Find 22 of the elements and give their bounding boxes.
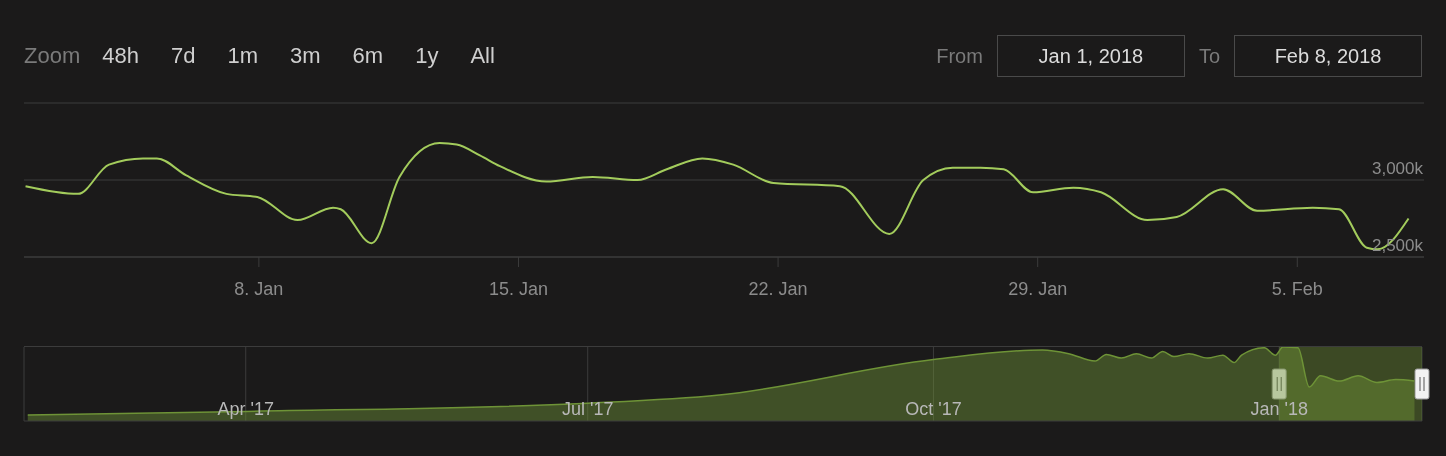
y-tick-label: 2,500k (1371, 236, 1424, 255)
text: Jan 1, 2018 (996, 35, 1185, 77)
text: 1y (415, 43, 439, 69)
text: 7d (170, 43, 196, 69)
x-tick-label: 29. Jan (1008, 279, 1068, 299)
x-tick-label: Oct '17 (905, 399, 962, 419)
text: 1m (227, 43, 259, 69)
text: 6m (352, 43, 384, 69)
text: From (936, 44, 983, 68)
text: 3m (290, 43, 321, 69)
x-tick-label: Jul '17 (561, 399, 614, 419)
x-tick-label: Jan '18 (1250, 399, 1308, 419)
text: All (470, 43, 495, 69)
y-tick-label: 3,000k (1371, 159, 1424, 178)
text: 48h (102, 43, 139, 69)
x-tick-label: 22. Jan (748, 279, 808, 299)
x-tick-label: 15. Jan (488, 279, 548, 299)
text: Zoom (24, 43, 81, 69)
text: Feb 8, 2018 (1234, 35, 1422, 77)
x-tick-label: 5. Feb (1271, 279, 1323, 299)
x-tick-label: 8. Jan (234, 279, 284, 299)
text: To (1198, 44, 1220, 68)
